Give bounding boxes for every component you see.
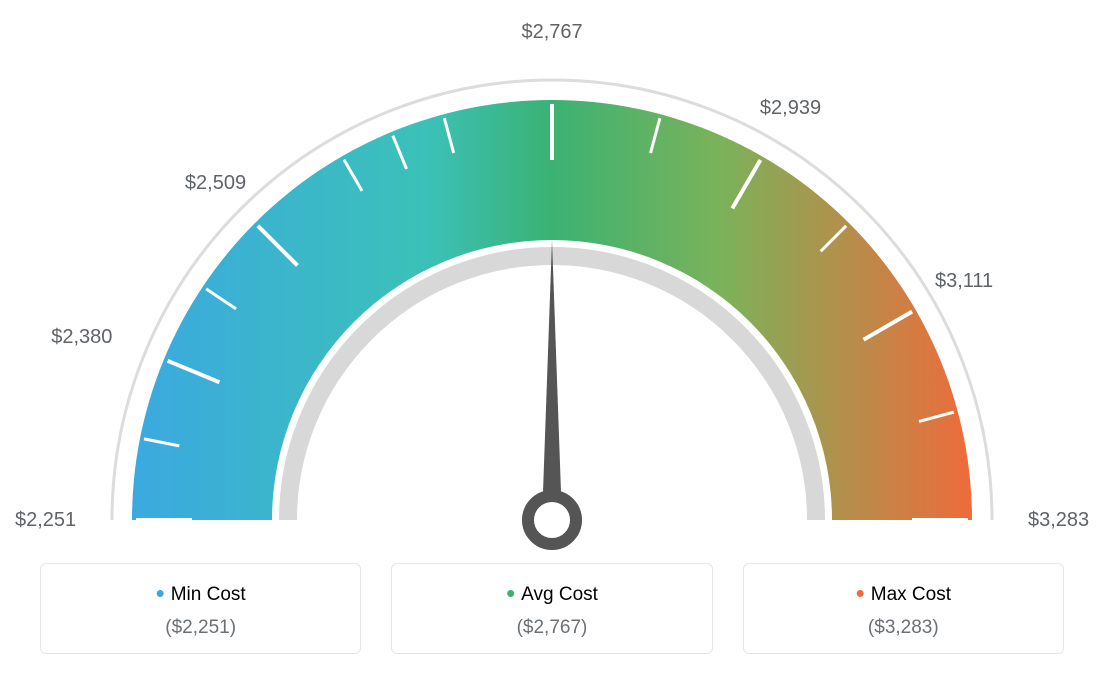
dot-avg-icon: •: [506, 578, 515, 608]
gauge-tick-label: $2,251: [15, 509, 76, 532]
gauge-tick-label: $2,380: [51, 326, 112, 349]
dot-min-icon: •: [156, 578, 165, 608]
gauge-tick-label: $2,767: [522, 21, 583, 44]
dot-max-icon: •: [856, 578, 865, 608]
gauge-tick-label: $3,283: [1028, 509, 1089, 532]
legend-min-label: Min Cost: [171, 584, 246, 605]
legend-min-value: ($2,251): [61, 617, 340, 639]
legend-avg-value: ($2,767): [412, 617, 691, 639]
cost-gauge: $2,251 $2,380 $2,509 $2,767 $2,939 $3,111 $3,2…: [0, 20, 1104, 560]
gauge-tick-label: $3,111: [935, 270, 993, 293]
legend-row: • Min Cost ($2,251) • Avg Cost ($2,767) • M…: [40, 563, 1064, 654]
gauge-tick-label: $2,509: [185, 172, 246, 195]
gauge-svg: [0, 20, 1104, 580]
legend-min: • Min Cost ($2,251): [40, 563, 361, 654]
legend-avg: • Avg Cost ($2,767): [391, 563, 712, 654]
legend-max-label: Max Cost: [871, 584, 951, 605]
legend-avg-label: Avg Cost: [521, 584, 598, 605]
legend-max: • Max Cost ($3,283): [743, 563, 1064, 654]
gauge-tick-label: $2,939: [760, 97, 821, 120]
legend-max-value: ($3,283): [764, 617, 1043, 639]
